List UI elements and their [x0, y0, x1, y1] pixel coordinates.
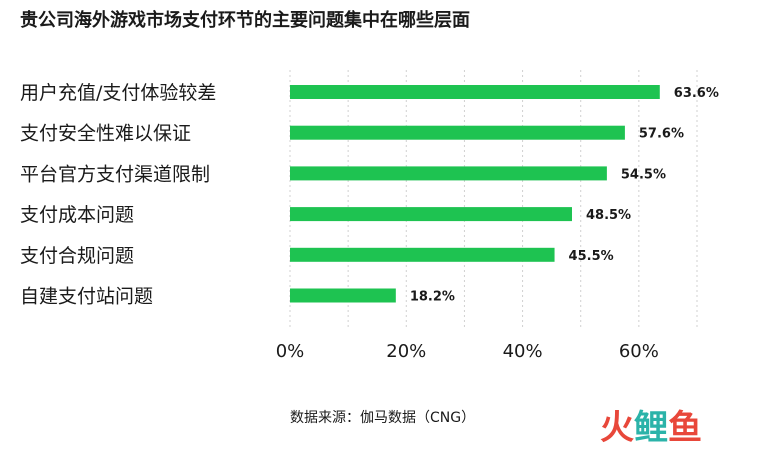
watermark-char: 火: [600, 408, 634, 448]
bar: [290, 125, 625, 140]
bar: [290, 85, 660, 99]
category-label: 平台官方支付渠道限制: [20, 163, 210, 185]
data-label: 45.5%: [569, 249, 614, 264]
data-label: 63.6%: [674, 86, 719, 101]
category-label: 支付成本问题: [20, 204, 134, 226]
bar: [290, 247, 555, 262]
x-tick-label: 60%: [619, 341, 659, 362]
watermark-logo: 火鲤鱼: [600, 400, 702, 448]
data-label: 57.6%: [639, 127, 684, 142]
watermark-char: 鱼: [668, 408, 702, 448]
category-label: 自建支付站问题: [20, 286, 153, 308]
chart-title: 贵公司海外游戏市场支付环节的主要问题集中在哪些层面: [20, 10, 470, 31]
watermark-char: 鲤: [634, 408, 668, 448]
bar: [290, 288, 396, 303]
category-label: 用户充值/支付体验较差: [20, 82, 216, 104]
category-label: 支付合规问题: [20, 245, 134, 267]
category-label: 支付安全性难以保证: [20, 123, 191, 145]
data-label: 48.5%: [586, 208, 631, 223]
x-tick-label: 0%: [276, 341, 305, 362]
x-tick-label: 20%: [386, 341, 426, 362]
data-source-note: 数据来源：伽马数据（CNG）: [290, 410, 476, 426]
bar: [290, 207, 572, 222]
data-label: 54.5%: [621, 167, 666, 182]
data-label: 18.2%: [410, 290, 455, 305]
x-tick-label: 40%: [503, 341, 543, 362]
bar: [290, 166, 607, 181]
